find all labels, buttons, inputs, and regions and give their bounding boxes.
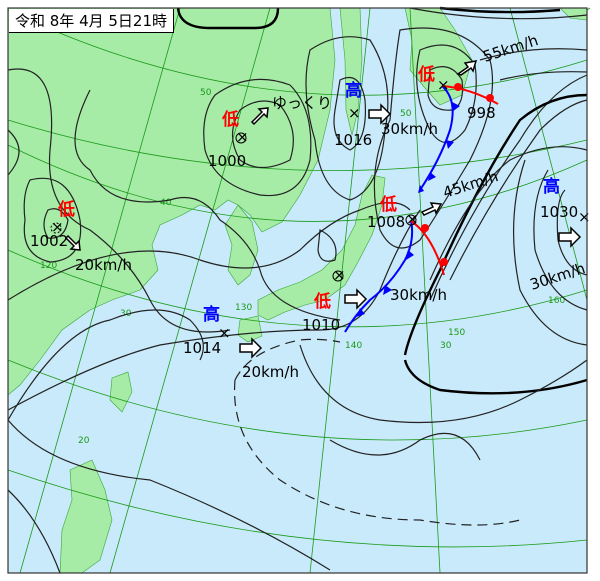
pressure-value: 1000	[208, 152, 246, 170]
movement-text: 20km/h	[75, 256, 132, 274]
pressure-value: 1030	[540, 203, 578, 221]
high-label: 高	[543, 176, 560, 197]
low-label: 低	[57, 199, 75, 220]
map-frame	[7, 7, 588, 574]
svg-text:×: ×	[218, 324, 231, 342]
low-label: 低	[379, 194, 397, 215]
svg-text:×: ×	[51, 218, 64, 236]
pressure-value: 1002	[30, 232, 68, 250]
grid-label: 20	[78, 436, 90, 446]
land-masses	[7, 7, 588, 574]
grid-label: 30	[440, 341, 452, 351]
low-label: 低	[313, 291, 331, 312]
grid-label: 160	[548, 296, 565, 306]
grid-label: 150	[448, 328, 465, 338]
isobars	[7, 6, 588, 574]
svg-text:×: ×	[437, 76, 450, 94]
grid-label: 50	[400, 109, 412, 119]
svg-text:×: ×	[236, 128, 249, 146]
low-label: 低	[221, 109, 239, 130]
warm-front	[441, 85, 499, 105]
svg-text:×: ×	[406, 210, 419, 228]
svg-text:×: ×	[333, 266, 346, 284]
high-label: 高	[203, 304, 220, 325]
cold-front	[344, 220, 414, 333]
svg-text:×: ×	[348, 104, 361, 122]
pressure-value: 1014	[183, 339, 221, 357]
high-label: 高	[345, 80, 362, 101]
grid-label: 40	[160, 198, 172, 208]
grid-label: 130	[235, 303, 252, 313]
pressure-value: 1016	[334, 131, 372, 149]
movement-text: 20km/h	[242, 363, 299, 381]
movement-text: 30km/h	[390, 286, 447, 304]
low-label: 低	[417, 64, 435, 85]
pressure-value: 1008	[367, 213, 405, 231]
grid-label: 50	[200, 88, 212, 98]
grid-label: 140	[345, 341, 362, 351]
grid-label: 120	[40, 261, 57, 271]
pressure-value: 998	[467, 104, 496, 122]
pressure-value: 1010	[302, 316, 340, 334]
movement-text: ゆっくり	[272, 94, 332, 112]
pressure-systems: 低 × 1000 ゆっくり 低 × 1002 20km/h 高 × 1016 3…	[30, 31, 591, 381]
svg-text:×: ×	[578, 208, 591, 226]
movement-text: 30km/h	[381, 120, 438, 138]
chart-title: 令和 8年 4月 5日21時	[9, 9, 175, 33]
